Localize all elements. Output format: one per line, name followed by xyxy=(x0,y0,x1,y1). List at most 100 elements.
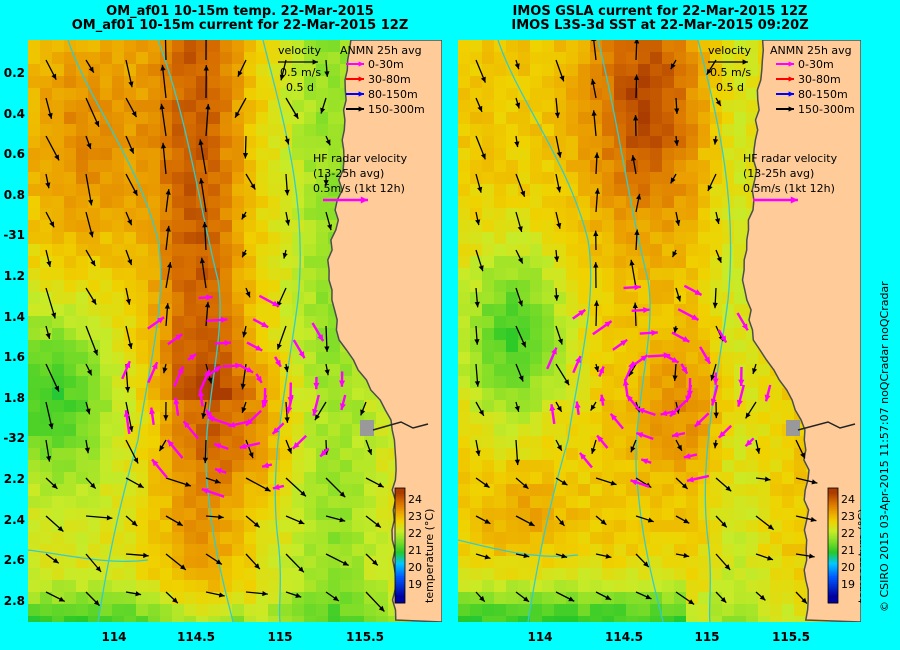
sst-cell xyxy=(734,124,746,136)
sst-cell xyxy=(112,100,124,112)
sst-cell xyxy=(292,244,304,256)
sst-cell xyxy=(124,532,136,544)
sst-cell xyxy=(268,616,280,622)
sst-cell xyxy=(220,388,232,400)
sst-cell xyxy=(124,232,136,244)
sst-cell xyxy=(88,280,100,292)
sst-cell xyxy=(542,328,554,340)
sst-cell xyxy=(40,400,52,412)
sst-cell xyxy=(506,436,518,448)
sst-cell xyxy=(304,400,316,412)
sst-cell xyxy=(530,244,542,256)
sst-cell xyxy=(148,604,160,616)
sst-cell xyxy=(458,232,470,244)
sst-cell xyxy=(554,208,566,220)
sst-cell xyxy=(76,100,88,112)
sst-cell xyxy=(40,580,52,592)
sst-cell xyxy=(304,220,316,232)
sst-cell xyxy=(136,532,148,544)
sst-cell xyxy=(650,460,662,472)
sst-cell xyxy=(184,100,196,112)
sst-cell xyxy=(734,136,746,148)
vector-head xyxy=(610,413,618,421)
vector-head xyxy=(245,291,251,298)
sst-cell xyxy=(160,148,172,160)
vector-head xyxy=(314,414,320,421)
vector-head xyxy=(360,409,366,416)
sst-cell xyxy=(554,544,566,556)
sst-cell xyxy=(794,520,806,532)
sst-cell xyxy=(316,352,328,364)
sst-cell xyxy=(554,352,566,364)
sst-cell xyxy=(530,100,542,112)
sst-cell xyxy=(710,544,722,556)
sst-cell xyxy=(40,100,52,112)
sst-cell xyxy=(148,448,160,460)
sst-cell xyxy=(674,496,686,508)
sst-cell xyxy=(734,148,746,160)
sst-cell xyxy=(518,52,530,64)
sst-cell xyxy=(340,424,352,436)
sst-cell xyxy=(340,580,352,592)
sst-cell xyxy=(626,268,638,280)
sst-cell xyxy=(674,412,686,424)
vector-head xyxy=(590,447,596,454)
sst-cell xyxy=(734,328,746,340)
sst-cell xyxy=(674,40,686,52)
sst-cell xyxy=(686,100,698,112)
vector-head xyxy=(628,361,634,369)
sst-cell xyxy=(316,484,328,496)
sst-cell xyxy=(220,184,232,196)
sst-cell xyxy=(734,412,746,424)
sst-cell xyxy=(28,244,40,256)
sst-cell xyxy=(208,352,220,364)
vector-head xyxy=(674,108,680,114)
sst-cell xyxy=(494,136,506,148)
vector-head xyxy=(764,394,771,402)
sst-cell xyxy=(88,316,100,328)
sst-cell xyxy=(136,112,148,124)
sst-cell xyxy=(710,148,722,160)
sst-cell xyxy=(458,592,470,604)
vector-head xyxy=(228,421,236,428)
sst-cell xyxy=(40,388,52,400)
sst-cell xyxy=(506,100,518,112)
sst-cell xyxy=(28,448,40,460)
sst-cell xyxy=(112,580,124,592)
vector-head xyxy=(165,225,171,232)
sst-cell xyxy=(698,364,710,376)
sst-cell xyxy=(136,256,148,268)
sst-cell xyxy=(494,532,506,544)
sst-cell xyxy=(280,496,292,508)
sst-cell xyxy=(578,568,590,580)
sst-cell xyxy=(506,172,518,184)
sst-cell xyxy=(710,268,722,280)
sst-cell xyxy=(470,124,482,136)
sst-cell xyxy=(148,148,160,160)
sst-cell xyxy=(686,580,698,592)
sst-cell xyxy=(650,112,662,124)
sst-cell xyxy=(244,316,256,328)
vector-head xyxy=(367,448,373,455)
sst-cell xyxy=(64,184,76,196)
sst-cell xyxy=(614,244,626,256)
sst-cell xyxy=(232,544,244,556)
sst-cell xyxy=(28,472,40,484)
sst-cell xyxy=(650,592,662,604)
sst-cell xyxy=(482,40,494,52)
sst-cell xyxy=(76,280,88,292)
sst-cell xyxy=(650,388,662,400)
sst-cell xyxy=(136,376,148,388)
sst-cell xyxy=(172,196,184,208)
sst-cell xyxy=(542,448,554,460)
colorbar-band xyxy=(395,495,405,499)
sst-cell xyxy=(196,592,208,604)
sst-cell xyxy=(328,400,340,412)
sst-cell xyxy=(88,268,100,280)
sst-cell xyxy=(470,616,482,622)
sst-cell xyxy=(148,496,160,508)
sst-cell xyxy=(124,316,136,328)
sst-cell xyxy=(328,580,340,592)
sst-cell xyxy=(52,328,64,340)
sst-cell xyxy=(734,508,746,520)
